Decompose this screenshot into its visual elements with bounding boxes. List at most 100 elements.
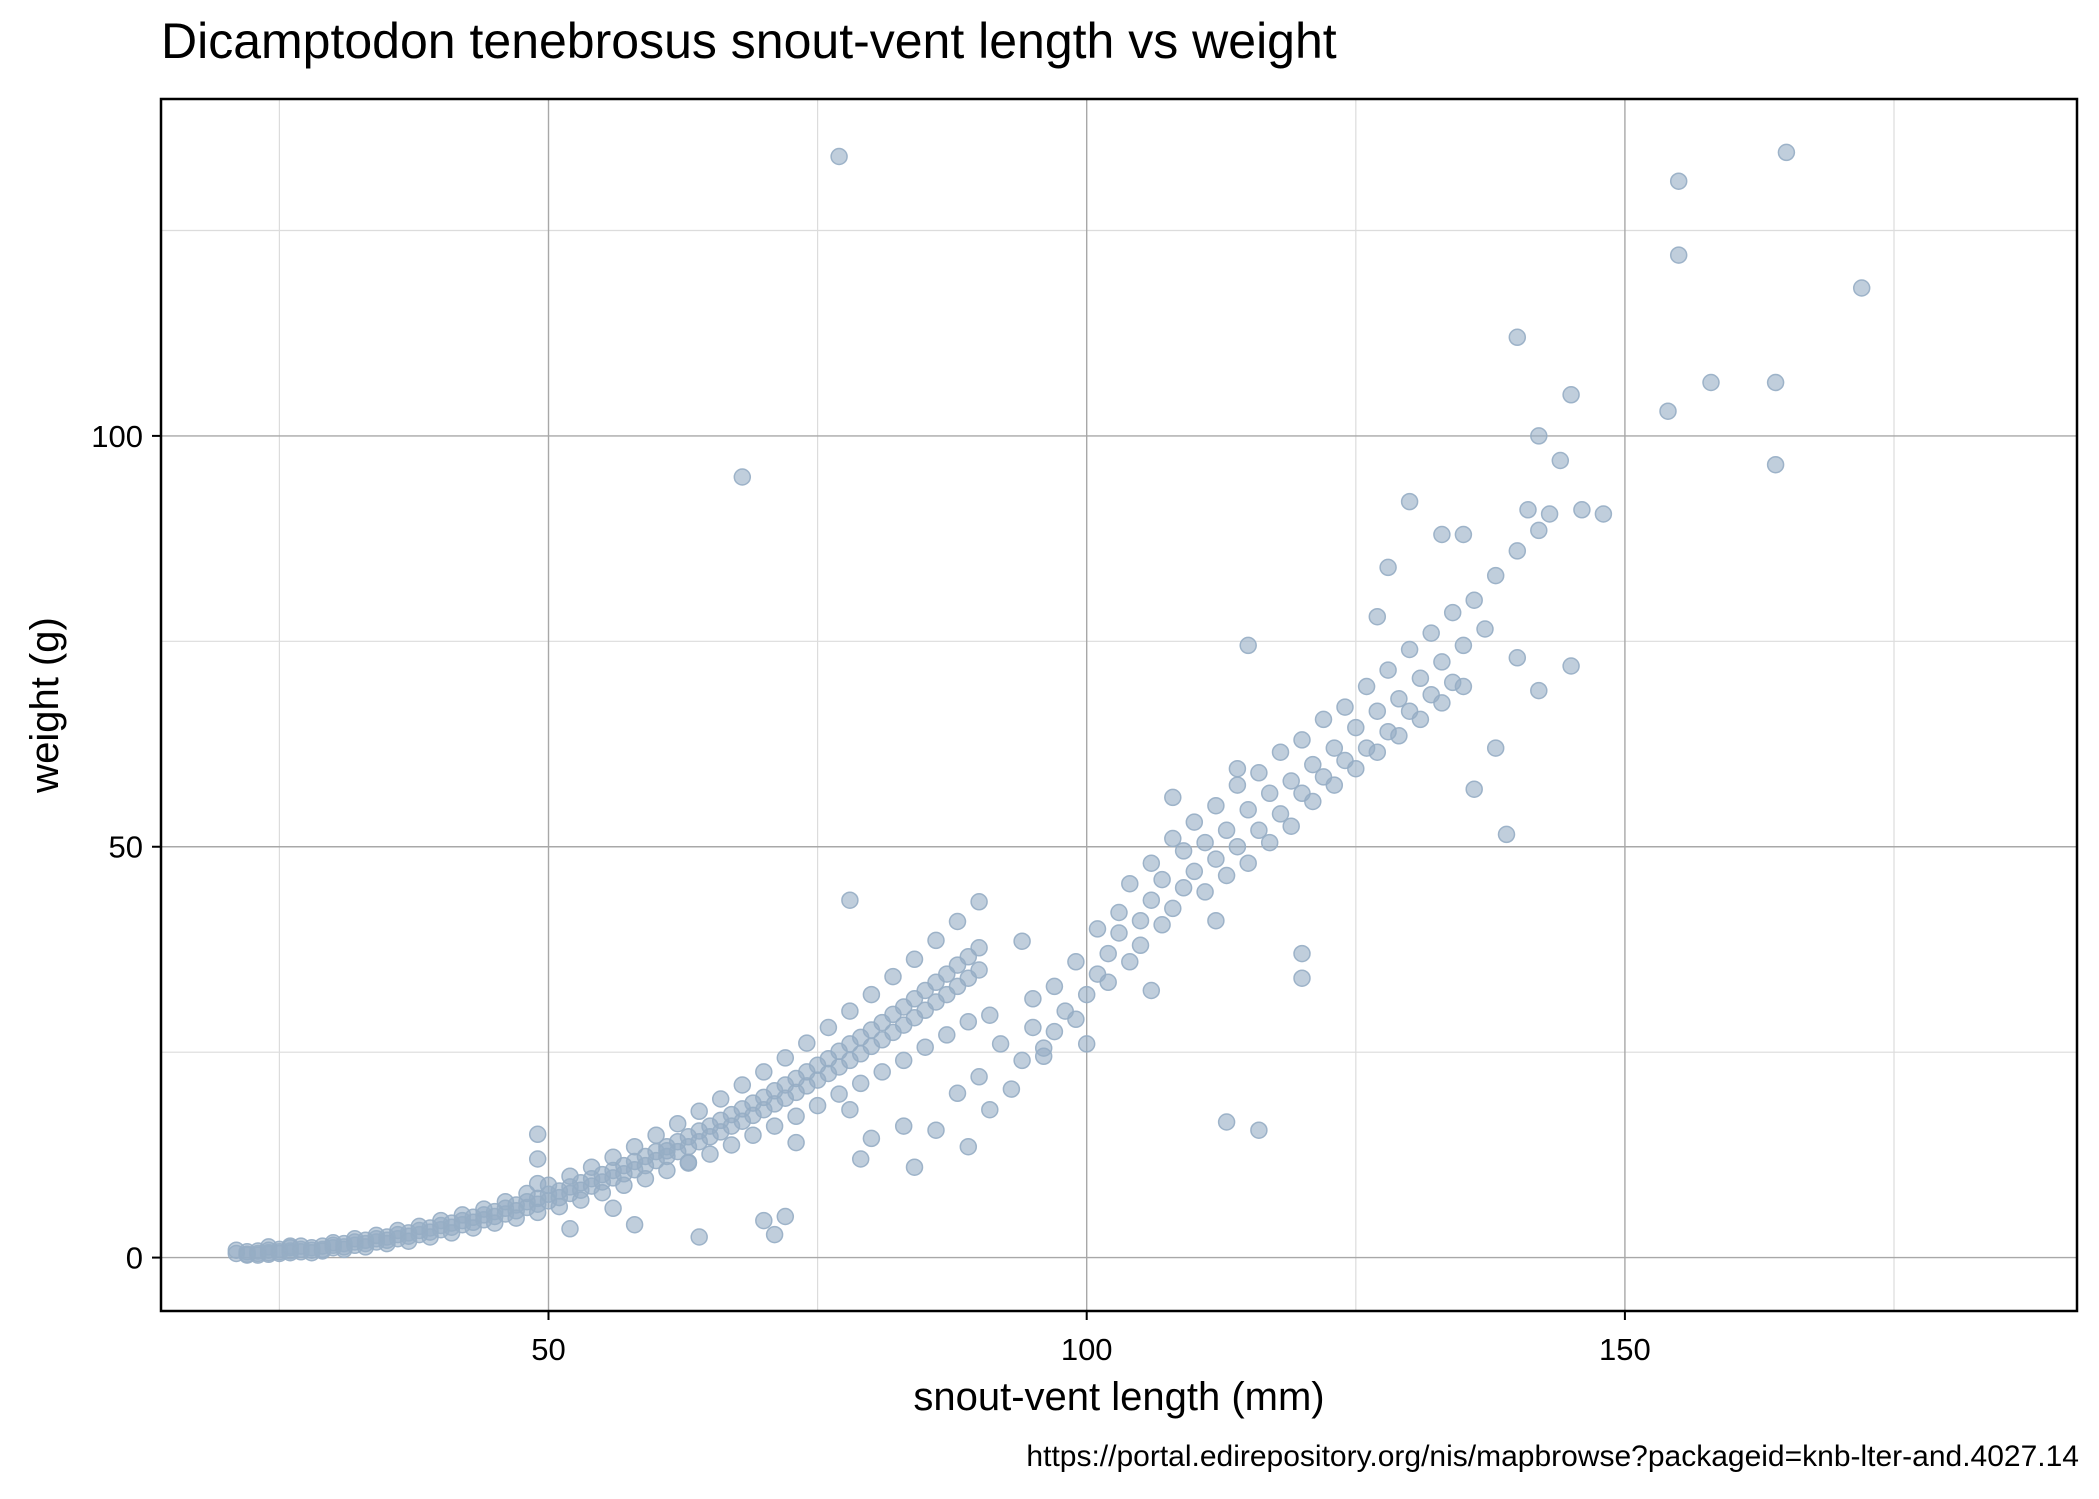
data-point [808,1096,827,1115]
data-point [1131,911,1150,930]
data-point [1411,669,1430,688]
data-point [1207,796,1225,815]
data-point [787,1107,805,1126]
data-point [1443,603,1462,622]
data-point [1088,920,1107,938]
data-point [410,1217,429,1236]
data-point [776,1207,795,1226]
data-point [399,1232,418,1250]
data-point [1325,776,1344,794]
data-point [1702,373,1720,392]
data-point [1217,866,1236,885]
x-tick-label: 150 [1599,1332,1651,1367]
data-point [1228,837,1247,856]
data-point [765,1225,784,1244]
data-point [1142,854,1161,872]
data-point [1540,505,1559,523]
data-point [335,1240,353,1259]
data-point [1433,653,1451,671]
data-point [1390,727,1408,745]
data-point [1562,657,1580,675]
data-point [1250,1121,1268,1139]
data-point [1250,821,1268,840]
data-point [1433,525,1451,544]
data-point [1304,792,1322,811]
x-tick-label: 50 [531,1332,565,1367]
data-point [1013,1051,1031,1070]
data-point [550,1197,569,1216]
data-point [1573,501,1591,519]
data-point [518,1184,536,1203]
data-point [464,1219,482,1237]
data-point [1110,924,1128,942]
data-point [625,1137,644,1156]
data-point [1282,817,1300,835]
data-point [1131,936,1150,955]
data-point [1508,328,1527,347]
data-point [356,1238,375,1256]
data-point [1486,566,1505,585]
data-point [679,1154,698,1172]
data-point [841,891,859,909]
data-point [905,950,924,969]
x-axis-title: snout-vent length (mm) [913,1375,1324,1419]
data-point [1185,862,1204,881]
data-point [1669,246,1688,264]
data-point [733,468,752,486]
chart-title: Dicamptodon tenebrosus snout-vent length… [161,13,1337,69]
data-point [1260,833,1279,852]
data-point [528,1125,547,1144]
data-point [1454,636,1473,655]
data-point [1196,833,1214,852]
data-point [1852,279,1871,297]
data-point [970,961,988,979]
data-point [1508,649,1527,667]
data-point [421,1228,439,1246]
data-point [927,931,945,950]
data-point [485,1214,504,1232]
data-point [862,985,881,1004]
data-point [830,147,848,166]
data-point [1411,710,1430,729]
y-tick-label: 50 [109,830,143,865]
data-point [1271,805,1290,823]
data-point [1530,427,1548,445]
data-point [1142,891,1161,909]
data-point [389,1221,407,1240]
data-point [970,893,988,911]
data-point [1002,1080,1021,1098]
data-point [1185,813,1204,831]
data-point [1239,854,1257,872]
data-point [1239,801,1257,819]
data-point [981,1006,999,1024]
data-point [1164,829,1182,848]
data-point [1766,455,1785,474]
data-point [765,1117,784,1135]
data-point [1067,953,1085,971]
data-point [528,1174,547,1193]
data-point [1530,521,1548,540]
data-point [1121,953,1139,971]
data-point [916,1038,934,1056]
data-point [1217,821,1236,840]
data-point [1142,981,1161,1000]
data-point [1293,944,1311,963]
data-point [1519,501,1537,519]
data-point [528,1203,547,1222]
data-point [959,1137,978,1156]
data-point [1347,759,1365,778]
data-point [948,1084,967,1103]
data-point [1400,640,1419,659]
data-point [1196,883,1214,901]
data-point [668,1114,687,1133]
data-point [981,1100,999,1119]
data-point [1164,899,1182,918]
data-point [1379,558,1397,577]
data-point [1293,969,1311,987]
data-point [1207,850,1225,868]
data-point [1164,788,1182,807]
data-point [711,1090,730,1108]
data-point [593,1183,612,1202]
data-point [1476,620,1494,638]
